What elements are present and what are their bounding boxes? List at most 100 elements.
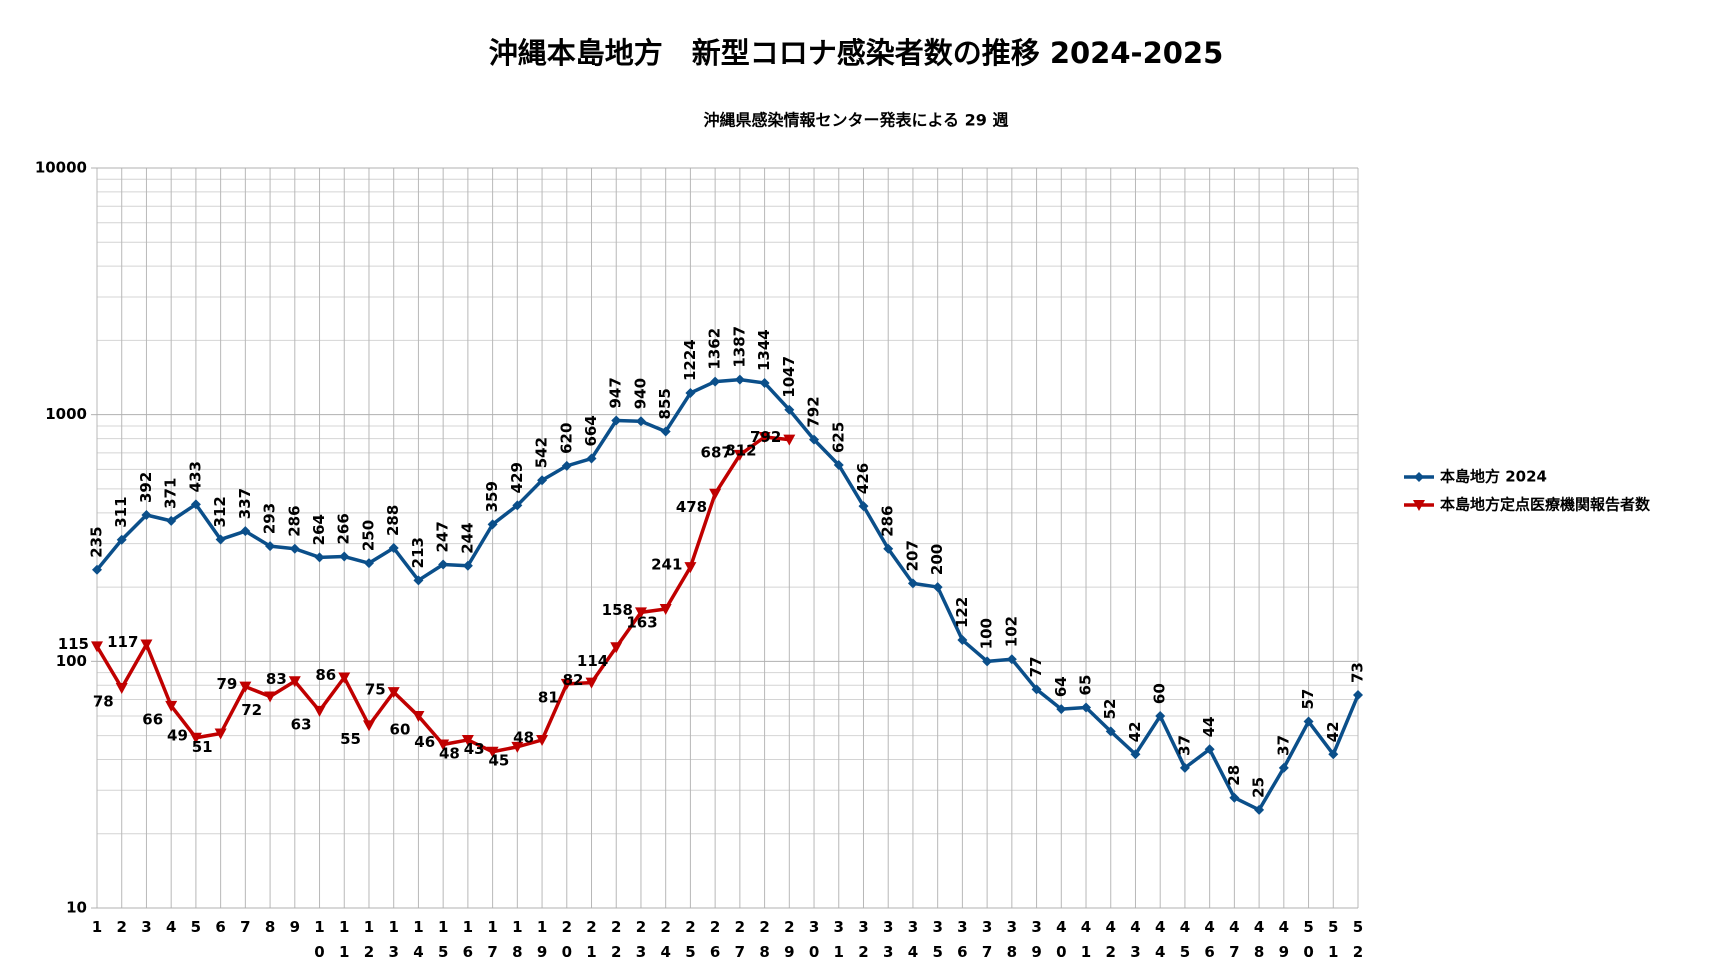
data-point bbox=[561, 460, 572, 471]
y-tick-label: 100 bbox=[56, 652, 87, 670]
data-label: 792 bbox=[805, 396, 823, 427]
data-point bbox=[412, 711, 425, 723]
x-tick-label: 5 bbox=[191, 918, 201, 936]
data-label: 207 bbox=[903, 540, 921, 571]
data-label: 25 bbox=[1250, 777, 1268, 798]
data-point bbox=[982, 656, 993, 667]
data-point bbox=[289, 543, 300, 554]
data-label: 77 bbox=[1027, 656, 1045, 677]
data-point bbox=[784, 404, 795, 415]
chart-title: 沖縄本島地方 新型コロナ感染者数の推移 2024-2025 bbox=[489, 36, 1224, 70]
data-point bbox=[166, 515, 177, 526]
data-point bbox=[288, 676, 301, 688]
x-tick-label: 2 bbox=[117, 918, 127, 936]
data-point bbox=[1278, 762, 1289, 773]
data-label: 72 bbox=[241, 701, 262, 719]
data-label: 66 bbox=[142, 710, 163, 728]
x-tick-label: 1 bbox=[92, 918, 102, 936]
data-label: 244 bbox=[458, 522, 476, 553]
data-label: 429 bbox=[508, 462, 526, 493]
data-point bbox=[957, 635, 968, 646]
data-label: 247 bbox=[434, 521, 452, 552]
data-label: 241 bbox=[651, 556, 682, 574]
data-label: 83 bbox=[266, 670, 287, 688]
data-point bbox=[338, 672, 351, 684]
data-label: 392 bbox=[137, 472, 155, 503]
data-point bbox=[1081, 702, 1092, 713]
data-label: 286 bbox=[285, 505, 303, 536]
data-label: 1387 bbox=[730, 326, 748, 368]
data-point bbox=[438, 559, 449, 570]
x-tick-label: 7 bbox=[240, 918, 250, 936]
data-point bbox=[388, 543, 399, 554]
data-point bbox=[1006, 654, 1017, 665]
y-tick-label: 10000 bbox=[35, 159, 87, 177]
data-point bbox=[635, 416, 646, 427]
data-label: 264 bbox=[310, 514, 328, 545]
data-label: 117 bbox=[107, 633, 138, 651]
data-label: 75 bbox=[365, 681, 386, 699]
data-label: 337 bbox=[236, 488, 254, 519]
data-label: 79 bbox=[216, 675, 237, 693]
data-point bbox=[611, 415, 622, 426]
data-label: 213 bbox=[409, 537, 427, 568]
data-point bbox=[709, 488, 722, 500]
data-point bbox=[858, 501, 869, 512]
data-point bbox=[634, 607, 647, 619]
data-point bbox=[1130, 749, 1141, 760]
data-label: 122 bbox=[953, 597, 971, 628]
data-label: 42 bbox=[1324, 721, 1342, 742]
data-point bbox=[585, 677, 598, 689]
data-point bbox=[660, 426, 671, 437]
data-label: 664 bbox=[582, 415, 600, 446]
data-point bbox=[932, 582, 943, 593]
data-label: 620 bbox=[557, 423, 575, 454]
data-label: 73 bbox=[1349, 662, 1367, 683]
data-label: 28 bbox=[1225, 765, 1243, 786]
data-label: 114 bbox=[577, 652, 608, 670]
data-point bbox=[1353, 690, 1363, 701]
data-point bbox=[1328, 749, 1339, 760]
data-label: 86 bbox=[315, 666, 336, 684]
data-point bbox=[536, 734, 549, 746]
data-label: 426 bbox=[854, 463, 872, 494]
data-point bbox=[1105, 726, 1116, 737]
data-point bbox=[1254, 804, 1265, 815]
data-label: 687 bbox=[701, 443, 732, 461]
data-point bbox=[710, 376, 721, 387]
data-label: 478 bbox=[676, 498, 707, 516]
legend-label: 本島地方 2024 bbox=[1440, 468, 1547, 486]
data-point bbox=[1155, 711, 1166, 722]
data-label: 359 bbox=[483, 481, 501, 512]
data-label: 1224 bbox=[681, 339, 699, 381]
data-point bbox=[264, 691, 277, 703]
data-label: 158 bbox=[602, 601, 633, 619]
chart-subtitle: 沖縄県感染情報センター発表による 29 週 bbox=[704, 111, 1009, 130]
data-label: 48 bbox=[513, 728, 534, 746]
data-label: 52 bbox=[1101, 699, 1119, 720]
data-point bbox=[684, 562, 697, 574]
data-point bbox=[809, 434, 820, 445]
